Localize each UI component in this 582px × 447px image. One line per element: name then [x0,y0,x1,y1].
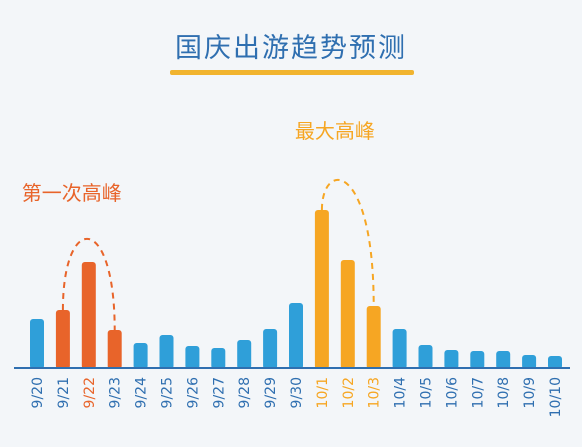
bars-group [30,210,562,369]
first-peak-annotation: 第一次高峰 [22,181,122,205]
bar-9-28 [237,340,252,369]
x-tick-label: 10/10 [548,377,564,417]
bar-9-26 [185,346,200,369]
x-tick-label: 9/27 [211,377,227,408]
x-tick-label: 9/26 [185,377,201,409]
x-tick-label: 10/3 [367,377,383,408]
first-peak-arc [61,237,116,331]
x-tick-labels: 9/20 9/21 9/22 9/23 9/24 9/25 9/26 9/27 9/28 9/29… [30,377,564,417]
x-tick-label: 10/7 [470,377,486,408]
bar-10-8 [496,351,511,369]
annotations-group: 第一次高峰 最大高峰 [22,119,375,205]
bar-10-4 [392,329,407,369]
bar-9-24 [133,343,148,369]
x-tick-label: 10/6 [444,377,460,409]
x-tick-label: 9/21 [56,377,72,408]
title-underline [170,70,414,75]
bar-10-3 [366,306,381,369]
bar-9-20 [30,319,44,369]
bar-10-1 [314,210,329,369]
x-tick-label: 10/5 [419,377,435,408]
bar-9-23 [107,330,122,369]
x-tick-label: 10/9 [522,377,538,408]
x-tick-label: 10/1 [315,377,331,408]
peak-arcs-group [61,178,375,331]
bar-9-25 [159,335,174,369]
bar-10-10 [548,356,562,369]
chart-title: 国庆出游趋势预测 [175,33,407,64]
x-tick-label: 9/24 [134,377,150,409]
bar-9-21 [55,310,70,369]
x-tick-label: 9/23 [108,377,124,408]
x-tick-label: 9/22 [82,377,98,408]
main-peak-annotation: 最大高峰 [295,119,375,143]
main-peak-arc [320,178,375,307]
bar-10-5 [418,345,433,369]
x-tick-label: 9/30 [289,377,305,408]
x-tick-label: 9/29 [263,377,279,408]
bar-9-29 [263,329,278,369]
x-tick-label: 9/20 [30,377,46,408]
x-tick-label: 9/28 [237,377,253,408]
bar-10-7 [470,351,485,369]
bar-10-6 [444,350,459,369]
bar-9-27 [211,348,226,369]
x-tick-label: 10/2 [341,377,357,408]
x-tick-label: 9/25 [160,377,176,408]
x-tick-label: 10/8 [496,377,512,408]
bar-9-22 [81,262,96,369]
x-tick-label: 10/4 [393,377,409,409]
bar-10-2 [340,260,355,369]
bar-9-30 [289,303,303,369]
bar-10-9 [522,355,537,369]
